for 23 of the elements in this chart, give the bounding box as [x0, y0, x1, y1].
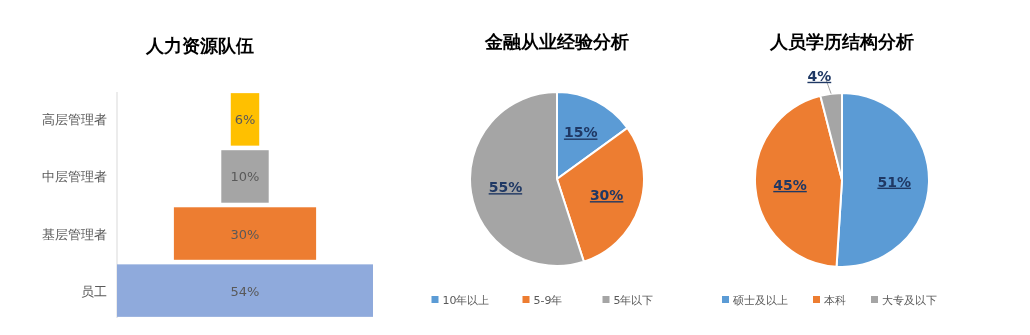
data-label: 55% [488, 179, 523, 196]
chart-title: 金融从业经验分析 [484, 31, 629, 52]
data-label: 15% [563, 124, 598, 141]
legend-label: 大专及以下 [882, 294, 937, 307]
chart-title: 人员学历结构分析 [769, 31, 914, 52]
data-label: 30% [589, 187, 624, 204]
legend-label: 10年以上 [442, 294, 490, 307]
data-label: 45% [773, 176, 807, 193]
legend-label: 硕士及以上 [732, 294, 788, 307]
data-label: 4% [807, 67, 832, 84]
data-label: 54% [230, 283, 260, 299]
data-label: 10% [230, 169, 260, 185]
data-label: 30% [230, 226, 260, 242]
category-label: 高层管理者 [42, 112, 107, 128]
legend-label: 本科 [824, 294, 846, 307]
legend-label: 5-9年 [533, 294, 563, 307]
category-label: 中层管理者 [42, 169, 107, 185]
category-label: 基层管理者 [42, 226, 107, 242]
text: 人力资源队伍 [145, 35, 254, 56]
legend-label: 5年以下 [613, 294, 654, 307]
category-label: 员工 [81, 283, 107, 299]
data-label: 6% [234, 112, 256, 128]
data-label: 51% [877, 173, 911, 190]
